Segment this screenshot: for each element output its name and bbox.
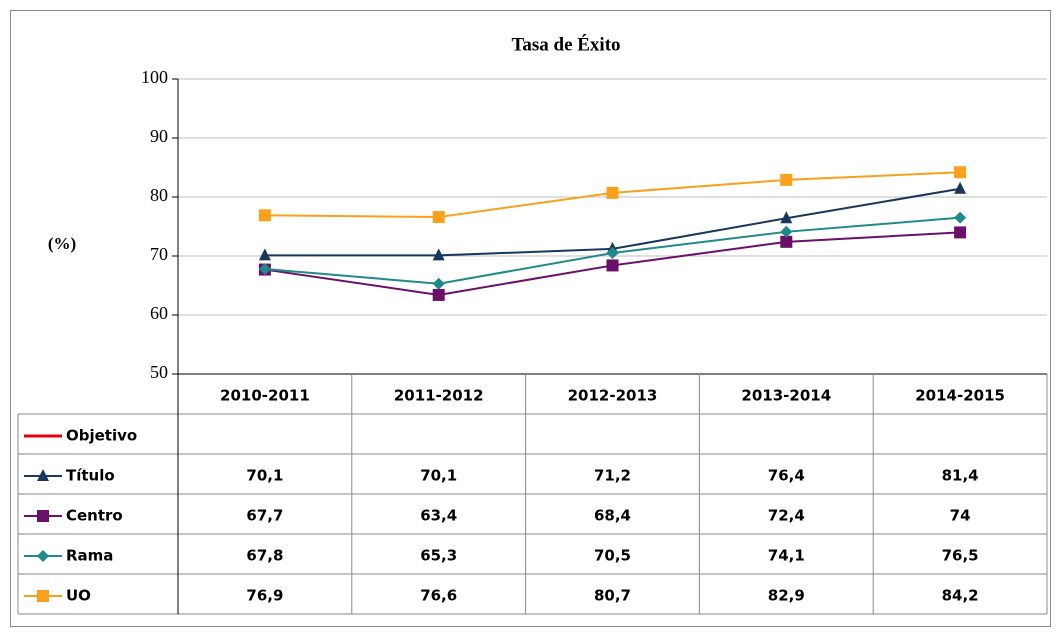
data-point xyxy=(954,226,967,239)
data-point xyxy=(432,248,445,261)
legend-label: Objetivo xyxy=(66,427,137,445)
table-value: 72,4 xyxy=(768,507,805,525)
table-value: 81,4 xyxy=(942,467,979,485)
y-tick-label: 90 xyxy=(150,126,168,146)
x-tick-label: 2014-2015 xyxy=(915,387,1005,405)
y-axis-label: (%) xyxy=(48,234,76,253)
table-value: 84,2 xyxy=(942,587,979,605)
table-value: 74 xyxy=(950,507,971,525)
legend-label: Centro xyxy=(66,507,123,525)
table-value: 67,7 xyxy=(246,507,283,525)
x-tick-label: 2011-2012 xyxy=(394,387,484,405)
table-value: 63,4 xyxy=(420,507,457,525)
chart-border xyxy=(10,10,1051,627)
data-point xyxy=(606,259,619,272)
data-point xyxy=(954,181,967,194)
data-point xyxy=(954,211,967,224)
x-tick-label: 2012-2013 xyxy=(568,387,658,405)
legend-marker xyxy=(37,510,49,522)
table-value: 71,2 xyxy=(594,467,631,485)
data-point xyxy=(606,247,619,260)
table-value: 80,7 xyxy=(594,587,631,605)
data-point xyxy=(780,225,793,238)
data-point xyxy=(780,173,793,186)
table-value: 70,1 xyxy=(246,467,283,485)
data-point xyxy=(432,288,445,301)
table-value: 76,6 xyxy=(420,587,457,605)
data-point xyxy=(258,262,271,275)
table-value: 70,5 xyxy=(594,547,631,565)
data-point xyxy=(258,248,271,261)
legend-label: Título xyxy=(66,467,115,485)
table-value: 76,4 xyxy=(768,467,805,485)
data-point xyxy=(432,277,445,290)
legend-marker xyxy=(37,590,49,602)
table-value: 82,9 xyxy=(768,587,805,605)
table-value: 67,8 xyxy=(246,547,283,565)
y-tick-label: 70 xyxy=(150,244,168,264)
x-tick-label: 2010-2011 xyxy=(220,387,310,405)
legend-label: UO xyxy=(66,587,91,605)
data-point xyxy=(954,166,967,179)
y-tick-label: 60 xyxy=(150,303,168,323)
table-value: 68,4 xyxy=(594,507,631,525)
table-value: 76,5 xyxy=(942,547,979,565)
table-value: 65,3 xyxy=(420,547,457,565)
legend-marker xyxy=(37,550,49,562)
data-point xyxy=(432,211,445,224)
data-point xyxy=(606,186,619,199)
data-point xyxy=(780,211,793,224)
y-tick-label: 50 xyxy=(150,362,168,382)
table-value: 74,1 xyxy=(768,547,805,565)
table-value: 76,9 xyxy=(246,587,283,605)
x-tick-label: 2013-2014 xyxy=(741,387,831,405)
data-point xyxy=(780,235,793,248)
data-point xyxy=(258,209,271,222)
legend-label: Rama xyxy=(66,547,113,565)
y-tick-label: 100 xyxy=(141,67,168,87)
legend-marker xyxy=(37,469,49,481)
table-value: 70,1 xyxy=(420,467,457,485)
chart-title: Tasa de Éxito xyxy=(511,33,620,55)
y-tick-label: 80 xyxy=(150,185,168,205)
